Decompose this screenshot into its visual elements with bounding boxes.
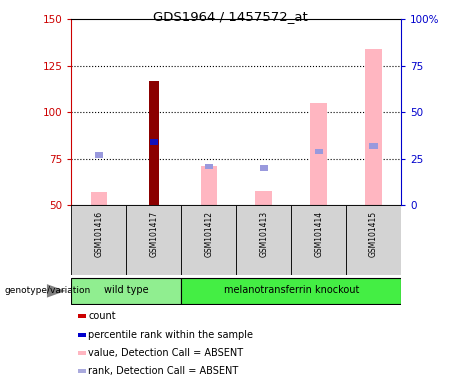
Bar (78, 351, 86, 355)
Bar (78, 369, 86, 373)
Text: melanotransferrin knockout: melanotransferrin knockout (224, 285, 359, 295)
Text: percentile rank within the sample: percentile rank within the sample (88, 329, 253, 339)
Bar (291, 205, 346, 275)
Text: value, Detection Call = ABSENT: value, Detection Call = ABSENT (88, 348, 243, 358)
Bar (78, 314, 86, 318)
Bar (78, 333, 86, 336)
Bar (149, 81, 159, 205)
Bar (260, 166, 268, 171)
Text: genotype/variation: genotype/variation (5, 286, 91, 295)
Text: rank, Detection Call = ABSENT: rank, Detection Call = ABSENT (88, 366, 238, 376)
Polygon shape (47, 284, 65, 298)
Text: GSM101413: GSM101413 (259, 211, 268, 257)
Bar (310, 103, 327, 205)
Bar (205, 164, 213, 169)
Bar (91, 192, 107, 205)
Text: count: count (88, 311, 116, 321)
Bar (369, 143, 378, 149)
Text: GSM101416: GSM101416 (95, 211, 103, 257)
Bar (95, 152, 103, 158)
Bar (236, 205, 291, 275)
Bar (181, 278, 401, 304)
Bar (71, 278, 181, 304)
Text: wild type: wild type (104, 285, 149, 295)
Bar (314, 149, 323, 154)
Text: GSM101415: GSM101415 (369, 211, 378, 257)
Bar (126, 205, 181, 275)
Bar (71, 205, 126, 275)
Bar (366, 49, 382, 205)
Bar (181, 205, 236, 275)
Text: GDS1964 / 1457572_at: GDS1964 / 1457572_at (153, 10, 308, 23)
Bar (346, 205, 401, 275)
Text: GSM101417: GSM101417 (149, 211, 159, 257)
Bar (150, 139, 158, 145)
Text: GSM101414: GSM101414 (314, 211, 323, 257)
Bar (255, 190, 272, 205)
Text: GSM101412: GSM101412 (204, 211, 213, 257)
Bar (201, 166, 217, 205)
